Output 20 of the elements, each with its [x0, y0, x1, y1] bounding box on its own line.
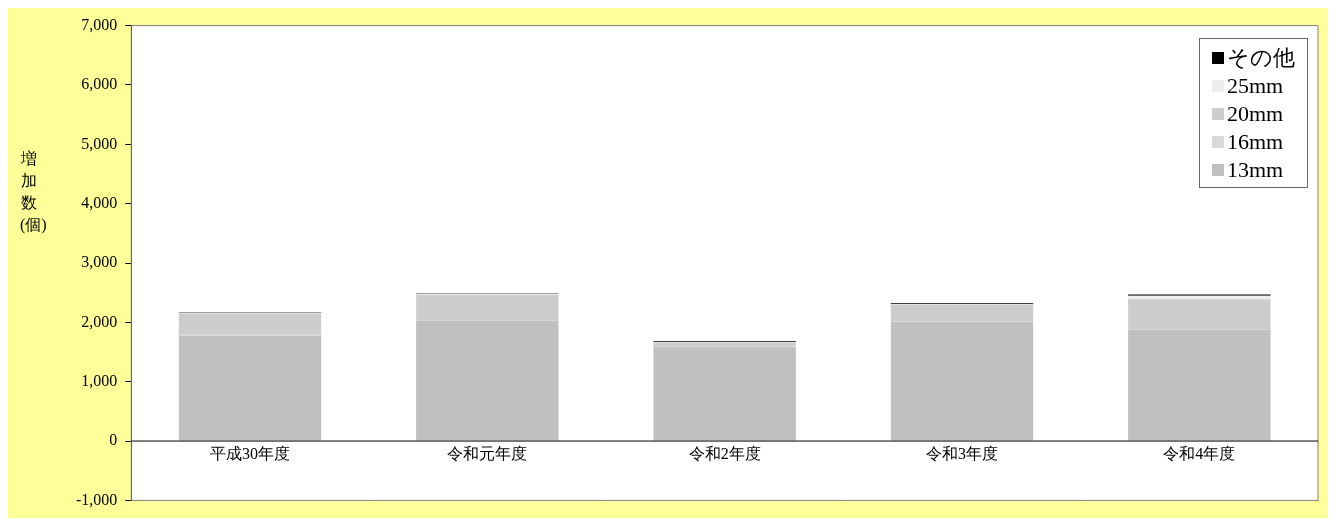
x-tick-label: 令和2年度	[688, 445, 761, 463]
legend-label: その他	[1227, 45, 1295, 71]
y-tick-label: 1,000	[81, 371, 118, 389]
legend-label: 16mm	[1227, 129, 1284, 155]
y-tick-label: 5,000	[81, 134, 118, 152]
y-tick-label: 2,000	[81, 312, 118, 330]
x-tick-label: 平成30年度	[210, 445, 290, 463]
x-tick-label: 令和4年度	[1163, 445, 1236, 463]
y-tick-label: -1,000	[76, 490, 118, 508]
y-tick-label: 3,000	[81, 253, 118, 271]
y-tick-label: 4,000	[81, 193, 118, 211]
legend-label: 13mm	[1227, 157, 1284, 183]
y-tick-label: 0	[109, 431, 118, 449]
legend-label: 20mm	[1227, 101, 1284, 127]
legend-label: 25mm	[1227, 73, 1284, 99]
y-tick-label: 7,000	[81, 15, 118, 33]
y-tick-label: 6,000	[81, 75, 118, 93]
x-tick-label: 令和元年度	[447, 445, 528, 463]
y-axis-title: 増加数(個)	[20, 149, 47, 236]
x-tick-label: 令和3年度	[926, 445, 998, 463]
